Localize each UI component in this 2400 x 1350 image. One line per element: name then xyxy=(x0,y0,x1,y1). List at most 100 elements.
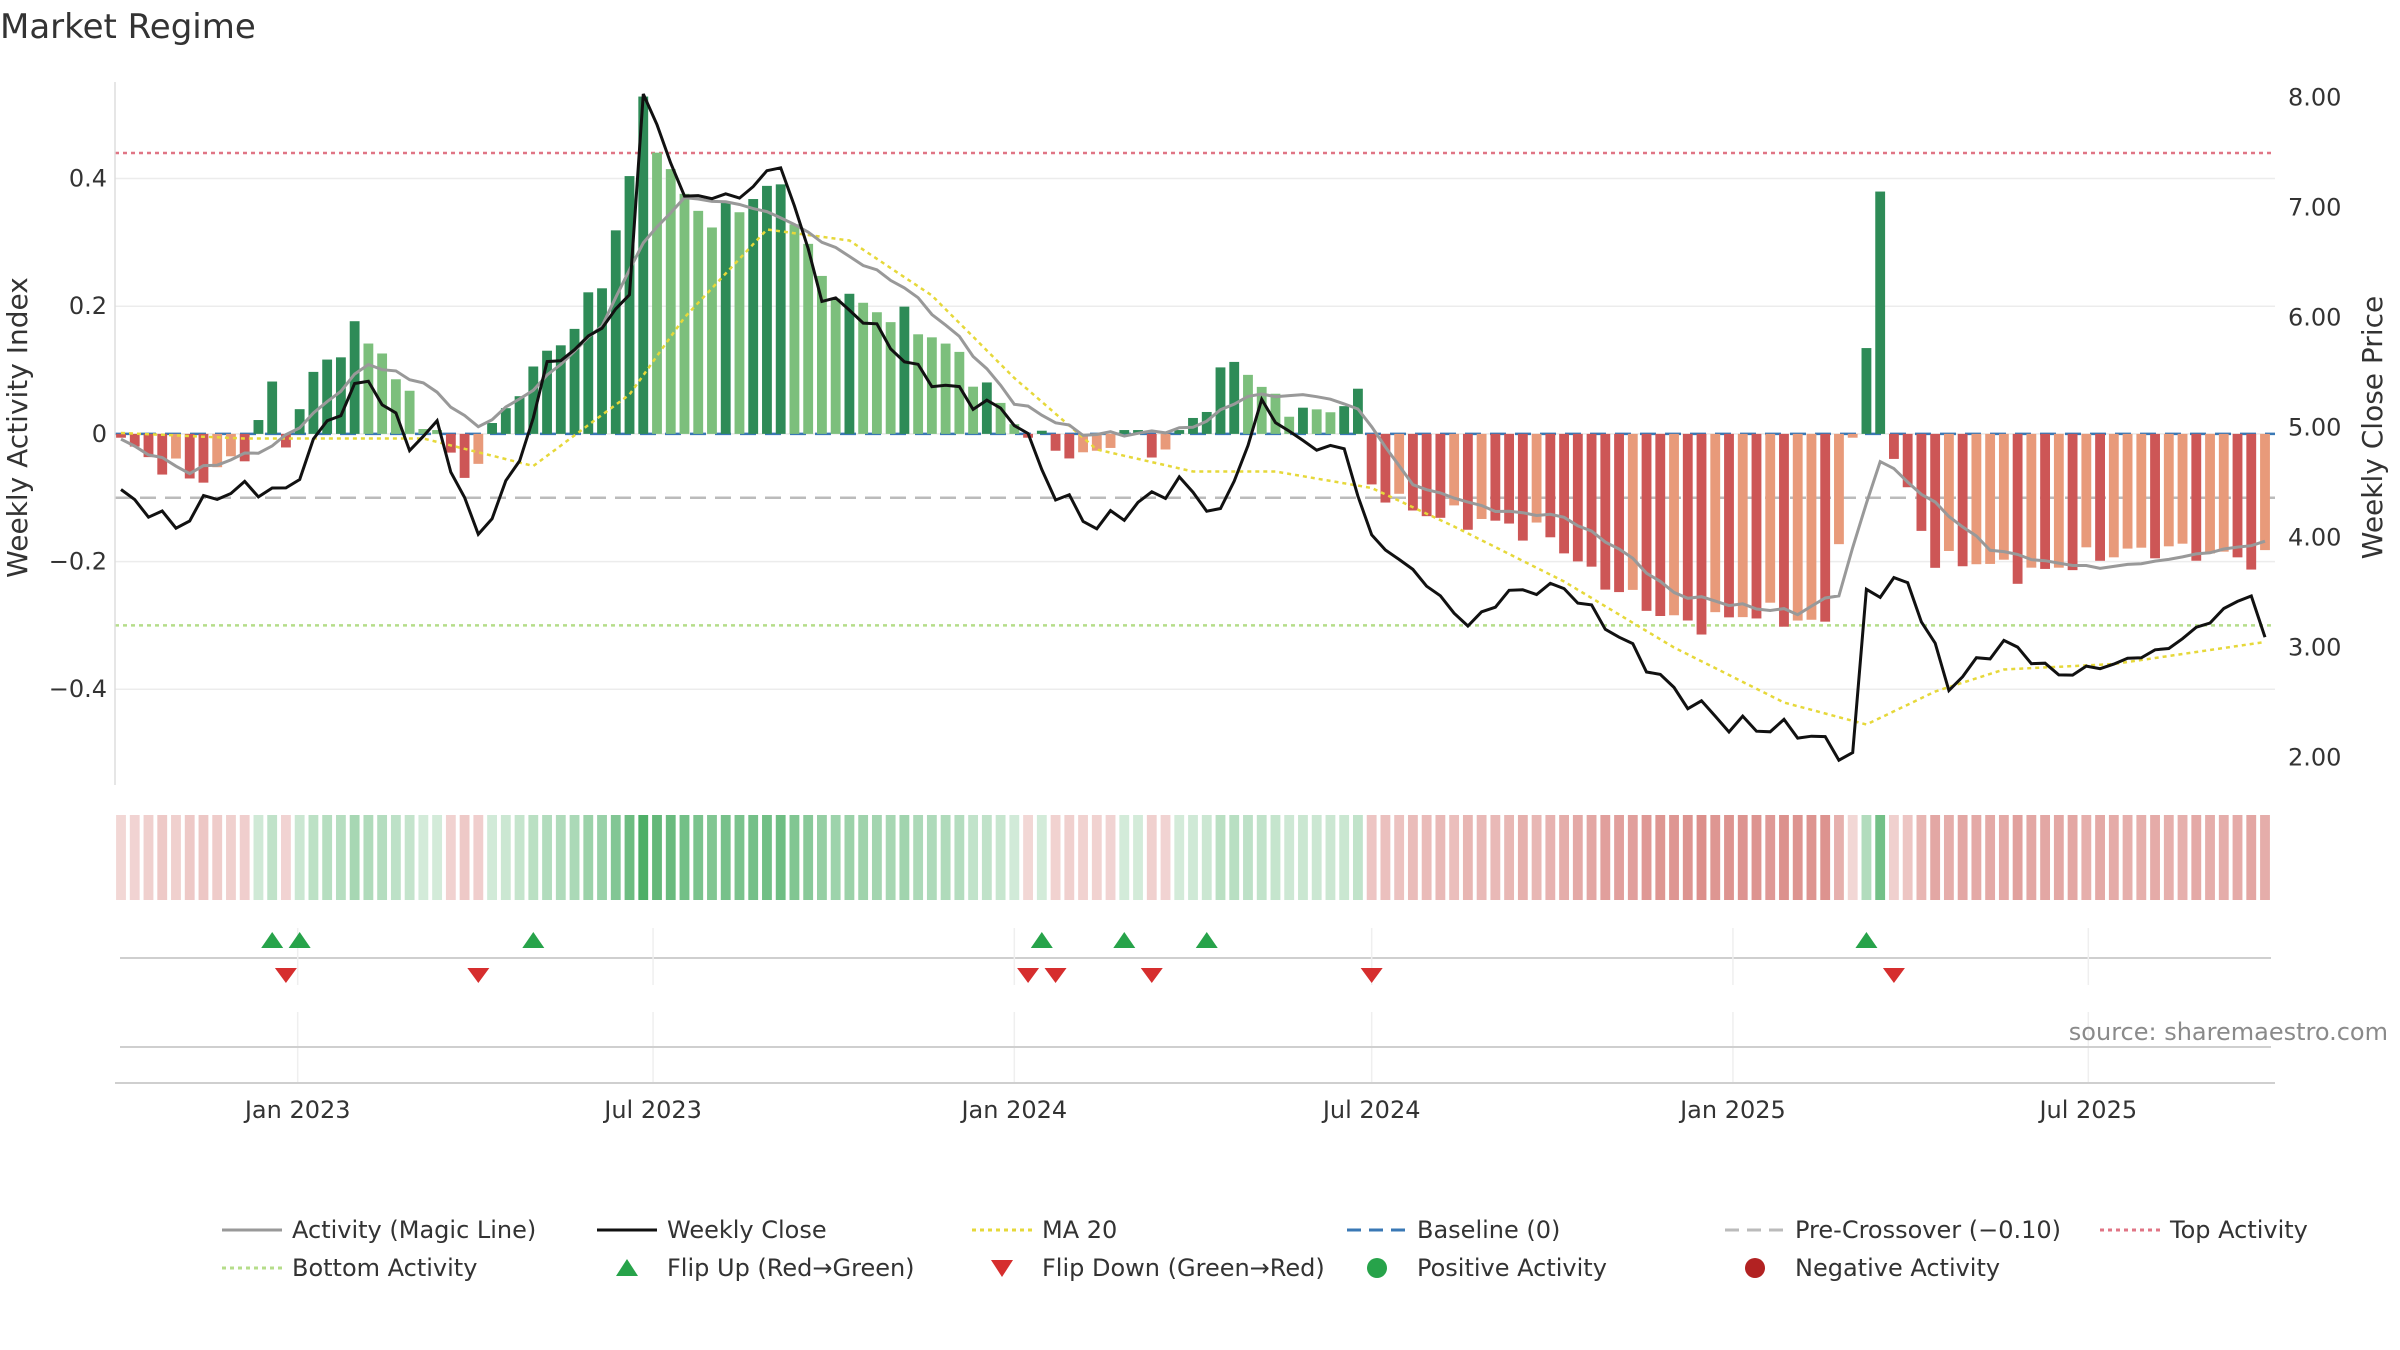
activity-bar xyxy=(294,409,305,434)
magic-line xyxy=(120,196,2266,617)
regime-strip-cell xyxy=(1696,815,1707,900)
regime-strip-cell xyxy=(1078,815,1088,900)
activity-bar xyxy=(830,298,841,434)
regime-strip-cell xyxy=(349,815,360,900)
regime-strip-cell xyxy=(1916,815,1927,900)
regime-strip-cell xyxy=(1064,815,1075,900)
regime-strip-cell xyxy=(129,815,140,900)
regime-strip-cell xyxy=(968,815,979,900)
activity-bar xyxy=(1971,433,1982,565)
x-tick-label: Jul 2023 xyxy=(602,1096,702,1124)
regime-strip-cell xyxy=(1339,815,1350,900)
regime-strip-cell xyxy=(1504,815,1515,900)
legend-label: Baseline (0) xyxy=(1417,1216,1560,1244)
regime-strip-cell xyxy=(1050,815,1061,900)
regime-strip-cell xyxy=(171,815,181,900)
legend-label: Weekly Close xyxy=(667,1216,827,1244)
regime-strip-cell xyxy=(652,815,662,900)
regime-strip-cell xyxy=(1133,815,1143,900)
activity-bar xyxy=(445,433,456,453)
regime-strip-cell xyxy=(762,815,772,900)
activity-bar xyxy=(569,328,580,434)
regime-strip-cell xyxy=(473,815,484,900)
activity-bar xyxy=(1710,433,1721,613)
regime-strip-cell xyxy=(1710,815,1721,900)
activity-bar xyxy=(1875,191,1886,434)
legend-item: Positive Activity xyxy=(1367,1254,1607,1282)
regime-strip-cell xyxy=(1160,815,1171,900)
legend-label: Top Activity xyxy=(2169,1216,2308,1244)
activity-bar xyxy=(1669,433,1679,616)
activity-bar xyxy=(212,433,223,468)
y-left-tick-label: 0 xyxy=(92,420,107,448)
regime-strip-cell xyxy=(1201,815,1212,900)
activity-bar xyxy=(1146,433,1157,458)
activity-bar xyxy=(2191,433,2202,561)
flip-down-marker xyxy=(1360,968,1383,983)
activity-bar xyxy=(1682,433,1693,621)
activity-bar xyxy=(2260,433,2270,551)
axes: 0.4 0.2 0 −0.2 −0.4 8.00 7.00 6.00 5.00 4.00 3.00 2… xyxy=(49,82,2341,785)
activity-bar xyxy=(638,96,649,434)
regime-strip-cell xyxy=(2163,815,2174,900)
regime-strip-cell xyxy=(597,815,607,900)
regime-strip-cell xyxy=(981,815,992,900)
regime-strip-cell xyxy=(734,815,745,900)
regime-strip-cell xyxy=(1614,815,1624,900)
activity-bar xyxy=(940,343,951,434)
activity-bar xyxy=(2081,433,2092,548)
activity-bar xyxy=(720,202,731,434)
legend-label: Flip Down (Green→Red) xyxy=(1042,1254,1325,1282)
activity-bar xyxy=(1889,433,1899,459)
legend-item: Flip Down (Green→Red) xyxy=(991,1254,1325,1282)
chart-title: Market Regime xyxy=(0,7,256,47)
activity-bar xyxy=(2205,433,2215,554)
activity-bar xyxy=(500,408,511,434)
activity-bar xyxy=(1366,433,1377,485)
activity-bar xyxy=(2122,433,2133,549)
activity-bar xyxy=(1600,433,1611,590)
flip-up-marker xyxy=(261,932,284,948)
activity-bar xyxy=(871,312,882,434)
activity-bar xyxy=(844,293,855,434)
regime-strip-cell xyxy=(858,815,869,900)
legend-item: Baseline (0) xyxy=(1347,1216,1560,1244)
activity-bar xyxy=(1160,433,1171,450)
activity-bar xyxy=(1572,433,1583,562)
regime-strip-cell xyxy=(638,815,649,900)
regime-strip-cell xyxy=(528,815,539,900)
regime-strip-cell xyxy=(1930,815,1941,900)
activity-bar xyxy=(2012,433,2023,584)
regime-strip-cell xyxy=(1806,815,1817,900)
activity-bar xyxy=(253,420,264,434)
regime-strip-cell xyxy=(1449,815,1460,900)
regime-strip-cell xyxy=(1875,815,1886,900)
activity-bar xyxy=(885,322,896,434)
regime-strip-cell xyxy=(679,815,690,900)
regime-strip-cell xyxy=(1724,815,1734,900)
activity-bar xyxy=(1943,433,1954,551)
regime-strip-cell xyxy=(2232,815,2243,900)
y-right-tick-label: 7.00 xyxy=(2288,194,2341,222)
x-tick-label: Jan 2024 xyxy=(959,1096,1067,1124)
legend-label: Positive Activity xyxy=(1417,1254,1607,1282)
activity-bar xyxy=(129,433,140,447)
regime-strip-cell xyxy=(1105,815,1116,900)
regime-strip-cell xyxy=(1847,815,1858,900)
activity-bar xyxy=(1641,433,1652,611)
activity-bar xyxy=(1256,386,1267,434)
regime-strip-cell xyxy=(1023,815,1033,900)
regime-strip-cell xyxy=(377,815,388,900)
regime-strip-cell xyxy=(226,815,236,900)
legend-item: Pre-Crossover (−0.10) xyxy=(1725,1216,2061,1244)
activity-bar xyxy=(2218,433,2229,552)
regime-strip-cell xyxy=(281,815,291,900)
flip-down-marker xyxy=(1017,968,1040,983)
y-right-tick-label: 8.00 xyxy=(2288,84,2341,112)
regime-strip-cell xyxy=(569,815,580,900)
regime-strip-cell xyxy=(2012,815,2023,900)
regime-strip-cell xyxy=(1284,815,1295,900)
x-tick-label: Jan 2023 xyxy=(243,1096,351,1124)
regime-strip-cell xyxy=(1531,815,1542,900)
